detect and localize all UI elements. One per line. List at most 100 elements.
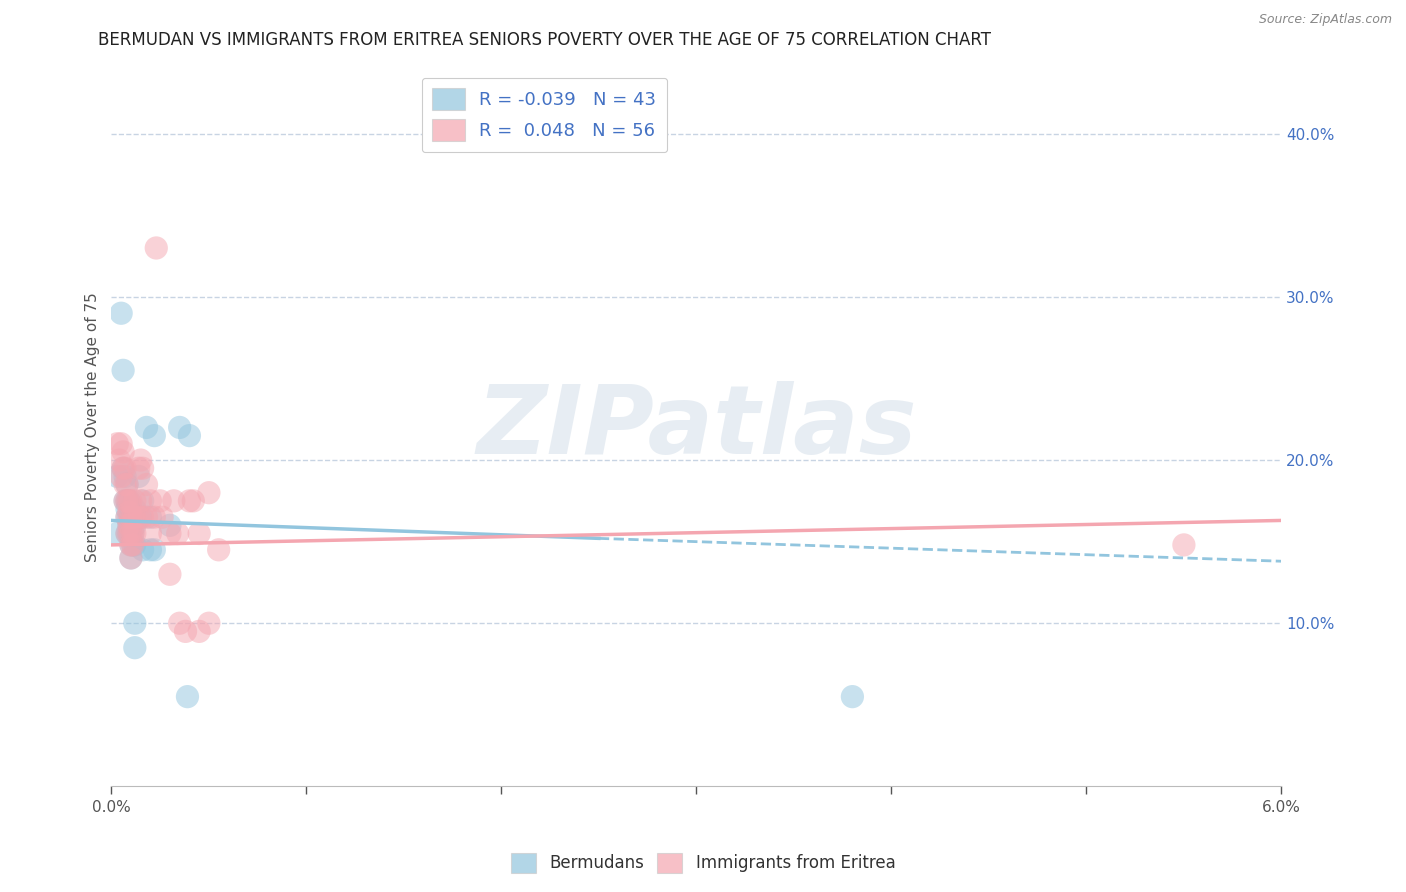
Point bbox=[128, 461, 150, 475]
Point bbox=[128, 510, 150, 524]
Point bbox=[118, 510, 141, 524]
Point bbox=[120, 526, 142, 541]
Point bbox=[118, 518, 141, 533]
Point bbox=[115, 494, 138, 508]
Point bbox=[120, 510, 142, 524]
Point bbox=[131, 542, 153, 557]
Point bbox=[841, 690, 863, 704]
Point bbox=[112, 461, 135, 475]
Point bbox=[121, 526, 143, 541]
Text: BERMUDAN VS IMMIGRANTS FROM ERITREA SENIORS POVERTY OVER THE AGE OF 75 CORRELATI: BERMUDAN VS IMMIGRANTS FROM ERITREA SENI… bbox=[98, 31, 991, 49]
Point bbox=[124, 526, 146, 541]
Point bbox=[114, 494, 136, 508]
Point bbox=[188, 526, 211, 541]
Point bbox=[112, 461, 135, 475]
Point bbox=[110, 306, 132, 320]
Point bbox=[135, 477, 157, 491]
Point bbox=[131, 461, 153, 475]
Point bbox=[124, 494, 146, 508]
Point bbox=[114, 461, 136, 475]
Point bbox=[188, 624, 211, 639]
Point bbox=[135, 510, 157, 524]
Point bbox=[124, 616, 146, 631]
Point bbox=[121, 538, 143, 552]
Point bbox=[115, 526, 138, 541]
Point bbox=[208, 542, 231, 557]
Point bbox=[129, 510, 152, 524]
Point bbox=[129, 453, 152, 467]
Point bbox=[114, 477, 136, 491]
Point bbox=[143, 428, 166, 442]
Point bbox=[131, 494, 153, 508]
Point bbox=[124, 510, 146, 524]
Point bbox=[179, 494, 201, 508]
Point bbox=[135, 420, 157, 434]
Point bbox=[120, 494, 142, 508]
Point bbox=[139, 542, 162, 557]
Point bbox=[129, 494, 152, 508]
Point bbox=[198, 616, 221, 631]
Point bbox=[120, 551, 142, 566]
Point bbox=[120, 502, 142, 516]
Point bbox=[120, 526, 142, 541]
Point bbox=[118, 494, 141, 508]
Point bbox=[105, 526, 128, 541]
Point bbox=[159, 567, 181, 582]
Point bbox=[145, 241, 167, 255]
Point bbox=[112, 445, 135, 459]
Point bbox=[198, 485, 221, 500]
Point bbox=[115, 477, 138, 491]
Point bbox=[169, 616, 191, 631]
Point bbox=[150, 510, 173, 524]
Point bbox=[121, 538, 143, 552]
Point bbox=[181, 494, 204, 508]
Legend: Bermudans, Immigrants from Eritrea: Bermudans, Immigrants from Eritrea bbox=[503, 847, 903, 880]
Point bbox=[176, 690, 198, 704]
Point bbox=[124, 538, 146, 552]
Legend: R = -0.039   N = 43, R =  0.048   N = 56: R = -0.039 N = 43, R = 0.048 N = 56 bbox=[422, 78, 666, 153]
Point bbox=[118, 518, 141, 533]
Point bbox=[110, 469, 132, 483]
Point bbox=[115, 502, 138, 516]
Point bbox=[143, 510, 166, 524]
Point bbox=[120, 538, 142, 552]
Point bbox=[118, 526, 141, 541]
Text: ZIPatlas: ZIPatlas bbox=[477, 381, 917, 474]
Point bbox=[163, 494, 186, 508]
Point bbox=[128, 469, 150, 483]
Point bbox=[118, 494, 141, 508]
Point bbox=[115, 477, 138, 491]
Point bbox=[139, 526, 162, 541]
Point bbox=[121, 510, 143, 524]
Point bbox=[120, 510, 142, 524]
Point bbox=[120, 551, 142, 566]
Point bbox=[179, 428, 201, 442]
Point bbox=[124, 640, 146, 655]
Point bbox=[120, 538, 142, 552]
Point bbox=[121, 526, 143, 541]
Point bbox=[121, 510, 143, 524]
Point bbox=[1173, 538, 1195, 552]
Point bbox=[124, 518, 146, 533]
Y-axis label: Seniors Poverty Over the Age of 75: Seniors Poverty Over the Age of 75 bbox=[86, 293, 100, 562]
Point bbox=[110, 436, 132, 450]
Point bbox=[105, 469, 128, 483]
Point bbox=[114, 494, 136, 508]
Point bbox=[115, 526, 138, 541]
Point bbox=[139, 494, 162, 508]
Point bbox=[108, 453, 131, 467]
Point bbox=[139, 510, 162, 524]
Point bbox=[112, 363, 135, 377]
Point bbox=[159, 518, 181, 533]
Point bbox=[149, 494, 172, 508]
Point bbox=[105, 436, 128, 450]
Point bbox=[131, 510, 153, 524]
Point bbox=[115, 494, 138, 508]
Point bbox=[143, 542, 166, 557]
Point bbox=[174, 624, 197, 639]
Point bbox=[166, 526, 188, 541]
Point bbox=[124, 502, 146, 516]
Point bbox=[159, 526, 181, 541]
Point bbox=[115, 510, 138, 524]
Point bbox=[115, 510, 138, 524]
